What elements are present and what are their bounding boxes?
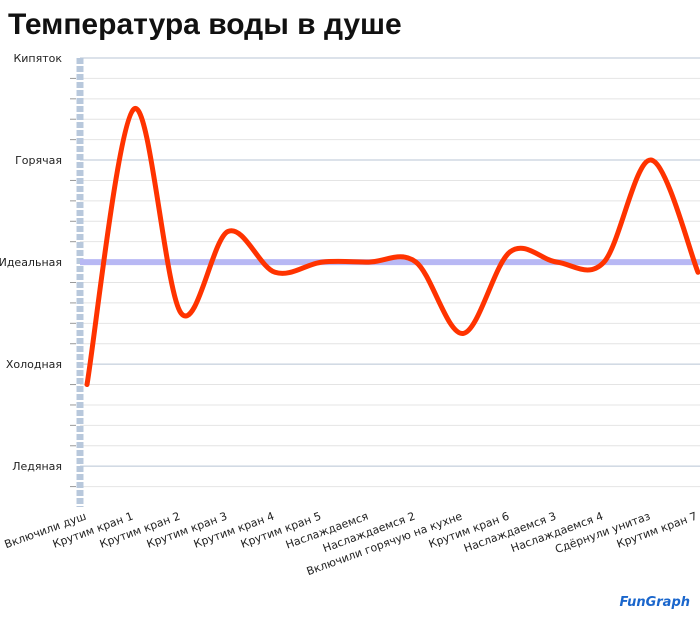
y-tick-label: Ледяная: [12, 460, 62, 473]
y-tick-label: Холодная: [6, 358, 62, 371]
y-tick-label: Горячая: [15, 154, 62, 167]
chart-title: Температура воды в душе: [8, 8, 402, 41]
watermark: FunGraph: [619, 595, 690, 610]
line: [84, 106, 700, 388]
y-tick-label: Идеальная: [0, 256, 62, 269]
y-tick-label: Кипяток: [13, 52, 62, 65]
